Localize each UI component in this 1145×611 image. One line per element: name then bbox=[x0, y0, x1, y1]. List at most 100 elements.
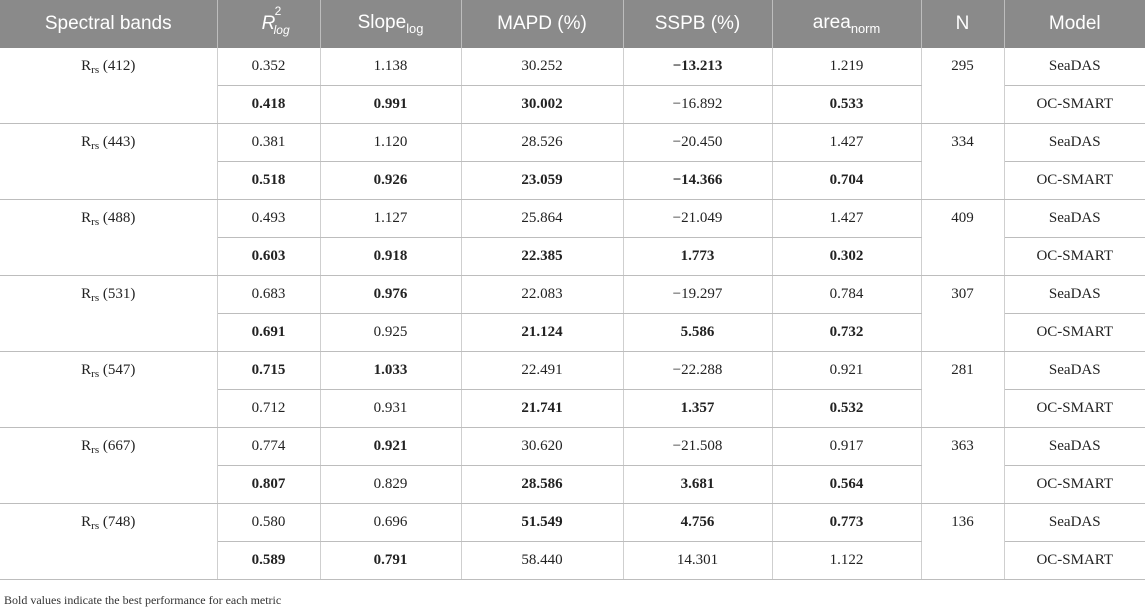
table-row: 0.518 0.926 23.059 −14.366 0.704 OC-SMART bbox=[0, 161, 1145, 200]
band-wavelength: (667) bbox=[102, 438, 136, 454]
spectral-band-cell: Rrs (531) bbox=[0, 275, 218, 352]
cell-slope: 1.127 bbox=[320, 199, 462, 238]
rs-subscript: rs bbox=[91, 520, 100, 532]
spectral-band-cell: Rrs (667) bbox=[0, 427, 218, 504]
cell-mapd: 28.586 bbox=[461, 465, 624, 504]
cell-model: SeaDAS bbox=[1004, 351, 1145, 390]
cell-r2: 0.518 bbox=[217, 161, 321, 200]
cell-model: OC-SMART bbox=[1004, 389, 1145, 428]
header-r2-log: R 2 log bbox=[217, 0, 321, 48]
table-row: Rrs (547) 0.715 1.033 22.491 −22.288 0.921 281… bbox=[0, 351, 1145, 428]
band-wavelength: (412) bbox=[102, 58, 136, 74]
cell-area: 0.917 bbox=[772, 427, 922, 466]
cell-sspb: 14.301 bbox=[623, 541, 773, 580]
cell-sspb: −22.288 bbox=[623, 351, 773, 390]
rs-symbol: R bbox=[81, 362, 92, 378]
results-table: Spectral bands R 2 log Slopelog MAPD (%) S… bbox=[0, 0, 1145, 580]
cell-area: 0.704 bbox=[772, 161, 922, 200]
cell-mapd: 51.549 bbox=[461, 503, 624, 542]
cell-slope: 1.138 bbox=[320, 48, 462, 86]
cell-model: OC-SMART bbox=[1004, 313, 1145, 352]
rs-symbol: R bbox=[81, 286, 92, 302]
cell-mapd: 21.741 bbox=[461, 389, 624, 428]
cell-slope: 0.926 bbox=[320, 161, 462, 200]
spectral-band-cell: Rrs (412) bbox=[0, 48, 218, 124]
band-wavelength: (748) bbox=[102, 514, 136, 530]
header-mapd: MAPD (%) bbox=[461, 0, 624, 48]
rs-subscript: rs bbox=[91, 292, 100, 304]
cell-r2: 0.774 bbox=[217, 427, 321, 466]
cell-sspb: −16.892 bbox=[623, 85, 773, 124]
cell-mapd: 25.864 bbox=[461, 199, 624, 238]
cell-n: 295 bbox=[921, 48, 1005, 124]
cell-area: 0.302 bbox=[772, 237, 922, 276]
band-wavelength: (488) bbox=[102, 210, 136, 226]
cell-sspb: −21.049 bbox=[623, 199, 773, 238]
cell-area: 0.564 bbox=[772, 465, 922, 504]
rs-subscript: rs bbox=[91, 444, 100, 456]
cell-mapd: 22.385 bbox=[461, 237, 624, 276]
table-row: 0.691 0.925 21.124 5.586 0.732 OC-SMART bbox=[0, 313, 1145, 352]
cell-n: 409 bbox=[921, 199, 1005, 276]
cell-area: 1.219 bbox=[772, 48, 922, 86]
cell-sspb: 3.681 bbox=[623, 465, 773, 504]
cell-n: 307 bbox=[921, 275, 1005, 352]
cell-mapd: 30.002 bbox=[461, 85, 624, 124]
cell-area: 1.122 bbox=[772, 541, 922, 580]
cell-slope: 1.120 bbox=[320, 123, 462, 162]
band-wavelength: (531) bbox=[102, 286, 136, 302]
rs-symbol: R bbox=[81, 134, 92, 150]
cell-r2: 0.352 bbox=[217, 48, 321, 86]
rs-symbol: R bbox=[81, 58, 92, 74]
cell-area: 1.427 bbox=[772, 123, 922, 162]
cell-model: OC-SMART bbox=[1004, 465, 1145, 504]
band-wavelength: (547) bbox=[102, 362, 136, 378]
rs-subscript: rs bbox=[91, 368, 100, 380]
cell-slope: 0.696 bbox=[320, 503, 462, 542]
cell-slope: 0.921 bbox=[320, 427, 462, 466]
header-slope-log: Slopelog bbox=[320, 0, 462, 48]
cell-mapd: 21.124 bbox=[461, 313, 624, 352]
cell-model: SeaDAS bbox=[1004, 503, 1145, 542]
header-n: N bbox=[921, 0, 1005, 48]
table-row: 0.712 0.931 21.741 1.357 0.532 OC-SMART bbox=[0, 389, 1145, 428]
spectral-band-cell: Rrs (748) bbox=[0, 503, 218, 580]
footnote: Bold values indicate the best performanc… bbox=[4, 593, 282, 607]
cell-r2: 0.715 bbox=[217, 351, 321, 390]
cell-r2: 0.418 bbox=[217, 85, 321, 124]
cell-model: OC-SMART bbox=[1004, 85, 1145, 124]
table-row: Rrs (412) 0.352 1.138 30.252 −13.213 1.219 295… bbox=[0, 48, 1145, 124]
table-row: Rrs (748) 0.580 0.696 51.549 4.756 0.773 136 Se… bbox=[0, 503, 1145, 580]
header-row: Spectral bands R 2 log Slopelog MAPD (%) S… bbox=[0, 0, 1145, 48]
table-row: Rrs (531) 0.683 0.976 22.083 −19.297 0.784 307… bbox=[0, 275, 1145, 352]
cell-area: 0.532 bbox=[772, 389, 922, 428]
header-spectral-bands: Spectral bands bbox=[0, 0, 218, 48]
cell-area: 0.773 bbox=[772, 503, 922, 542]
cell-sspb: −21.508 bbox=[623, 427, 773, 466]
cell-n: 136 bbox=[921, 503, 1005, 580]
cell-sspb: 4.756 bbox=[623, 503, 773, 542]
rs-subscript: rs bbox=[91, 140, 100, 152]
table-row: Rrs (443) 0.381 1.120 28.526 −20.450 1.427 334… bbox=[0, 123, 1145, 200]
cell-r2: 0.580 bbox=[217, 503, 321, 542]
cell-area: 0.732 bbox=[772, 313, 922, 352]
cell-n: 363 bbox=[921, 427, 1005, 504]
cell-mapd: 30.620 bbox=[461, 427, 624, 466]
cell-slope: 0.976 bbox=[320, 275, 462, 314]
cell-r2: 0.807 bbox=[217, 465, 321, 504]
cell-slope: 0.791 bbox=[320, 541, 462, 580]
spectral-band-cell: Rrs (443) bbox=[0, 123, 218, 200]
cell-r2: 0.589 bbox=[217, 541, 321, 580]
cell-r2: 0.381 bbox=[217, 123, 321, 162]
cell-sspb: −13.213 bbox=[623, 48, 773, 86]
table-row: 0.603 0.918 22.385 1.773 0.302 OC-SMART bbox=[0, 237, 1145, 276]
cell-slope: 0.991 bbox=[320, 85, 462, 124]
cell-r2: 0.493 bbox=[217, 199, 321, 238]
cell-mapd: 58.440 bbox=[461, 541, 624, 580]
table-row: 0.807 0.829 28.586 3.681 0.564 OC-SMART bbox=[0, 465, 1145, 504]
cell-area: 0.533 bbox=[772, 85, 922, 124]
cell-model: SeaDAS bbox=[1004, 123, 1145, 162]
cell-sspb: −19.297 bbox=[623, 275, 773, 314]
cell-model: OC-SMART bbox=[1004, 541, 1145, 580]
cell-r2: 0.691 bbox=[217, 313, 321, 352]
